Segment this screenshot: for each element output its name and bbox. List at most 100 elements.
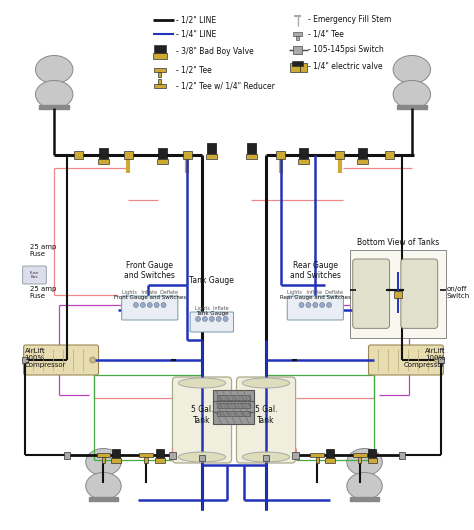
Bar bbox=[300, 63, 307, 72]
Text: Fuse
Box: Fuse Box bbox=[30, 271, 39, 279]
Bar bbox=[399, 452, 405, 458]
Bar bbox=[199, 455, 205, 461]
Bar bbox=[111, 458, 121, 463]
Text: 5 Gal.
Tank: 5 Gal. Tank bbox=[255, 405, 277, 425]
Bar bbox=[385, 151, 393, 159]
Bar bbox=[169, 452, 176, 458]
Bar bbox=[246, 154, 256, 159]
Bar bbox=[367, 458, 377, 463]
Bar bbox=[368, 449, 376, 461]
Circle shape bbox=[320, 303, 325, 307]
Bar bbox=[64, 452, 71, 458]
FancyBboxPatch shape bbox=[353, 259, 390, 329]
Bar bbox=[263, 455, 270, 461]
Text: - 1/4" electric valve: - 1/4" electric valve bbox=[309, 61, 383, 70]
Bar bbox=[357, 159, 368, 164]
Circle shape bbox=[147, 303, 152, 307]
Bar bbox=[74, 151, 83, 159]
Ellipse shape bbox=[393, 56, 430, 84]
Text: - 1/4" LINE: - 1/4" LINE bbox=[176, 30, 217, 39]
Bar bbox=[296, 36, 299, 40]
Bar bbox=[358, 457, 361, 463]
Text: Lights   Inflate  Deflate: Lights Inflate Deflate bbox=[122, 290, 178, 295]
Bar bbox=[139, 453, 153, 457]
Bar bbox=[298, 159, 309, 164]
Circle shape bbox=[134, 303, 138, 307]
Text: - 1/2" Tee: - 1/2" Tee bbox=[176, 66, 212, 75]
Bar bbox=[350, 497, 379, 500]
Bar bbox=[276, 151, 285, 159]
Bar bbox=[208, 143, 216, 157]
Ellipse shape bbox=[36, 81, 73, 109]
Bar bbox=[183, 151, 191, 159]
Bar bbox=[438, 357, 444, 363]
Text: - 1/2" Tee w/ 1/4" Reducer: - 1/2" Tee w/ 1/4" Reducer bbox=[176, 82, 275, 91]
Bar bbox=[299, 148, 308, 162]
Ellipse shape bbox=[178, 378, 226, 388]
FancyBboxPatch shape bbox=[368, 345, 443, 375]
Bar bbox=[213, 412, 254, 424]
Text: Rear Gauge and Switches: Rear Gauge and Switches bbox=[280, 295, 351, 300]
Text: 25 amp
Fuse: 25 amp Fuse bbox=[29, 243, 56, 257]
Bar bbox=[217, 403, 250, 408]
Bar bbox=[358, 148, 367, 162]
Bar bbox=[213, 401, 254, 415]
Circle shape bbox=[327, 303, 331, 307]
Bar bbox=[124, 151, 133, 159]
Text: Rear Gauge
and Switches: Rear Gauge and Switches bbox=[290, 261, 341, 280]
Text: - 1/2" LINE: - 1/2" LINE bbox=[176, 15, 217, 24]
Circle shape bbox=[161, 303, 166, 307]
Bar bbox=[292, 60, 303, 66]
Bar bbox=[158, 79, 161, 84]
Circle shape bbox=[202, 316, 208, 322]
Bar bbox=[247, 143, 255, 157]
Text: Tank Gauge: Tank Gauge bbox=[196, 311, 228, 316]
Bar bbox=[154, 45, 165, 55]
Bar bbox=[292, 32, 302, 36]
Text: Bottom View of Tanks: Bottom View of Tanks bbox=[357, 238, 439, 247]
Text: Tank Gauge: Tank Gauge bbox=[190, 276, 234, 285]
Bar bbox=[102, 457, 105, 463]
Bar bbox=[98, 159, 109, 164]
Circle shape bbox=[435, 357, 440, 363]
Bar bbox=[326, 449, 334, 461]
Text: - 1/4" Tee: - 1/4" Tee bbox=[309, 30, 344, 39]
Bar bbox=[336, 151, 344, 159]
Text: - Emergency Fill Stem: - Emergency Fill Stem bbox=[309, 15, 392, 24]
Bar bbox=[292, 452, 299, 458]
Text: Lights  Inflate: Lights Inflate bbox=[195, 306, 228, 311]
Text: - 105-145psi Switch: - 105-145psi Switch bbox=[309, 46, 384, 55]
Text: 5 Gal.
Tank: 5 Gal. Tank bbox=[191, 405, 213, 425]
Bar bbox=[394, 290, 402, 297]
Bar bbox=[158, 72, 161, 77]
Bar bbox=[97, 453, 110, 457]
Circle shape bbox=[196, 316, 201, 322]
Bar bbox=[290, 63, 300, 72]
Circle shape bbox=[223, 316, 228, 322]
Text: AirLift
100%
Compressor: AirLift 100% Compressor bbox=[25, 348, 66, 368]
Circle shape bbox=[90, 357, 96, 363]
Bar bbox=[89, 497, 118, 500]
Ellipse shape bbox=[242, 378, 290, 388]
Circle shape bbox=[313, 303, 318, 307]
Bar bbox=[292, 46, 302, 54]
Bar bbox=[155, 449, 164, 461]
Bar bbox=[154, 68, 165, 72]
Bar bbox=[353, 453, 366, 457]
Text: Front Gauge
and Switches: Front Gauge and Switches bbox=[124, 261, 175, 280]
Ellipse shape bbox=[242, 452, 290, 462]
Bar bbox=[155, 458, 164, 463]
Bar bbox=[39, 105, 69, 109]
Circle shape bbox=[299, 303, 304, 307]
Bar bbox=[144, 457, 147, 463]
FancyBboxPatch shape bbox=[287, 296, 343, 320]
Bar bbox=[99, 148, 108, 162]
Bar bbox=[154, 84, 165, 88]
Bar bbox=[213, 390, 254, 406]
Bar bbox=[206, 154, 217, 159]
Ellipse shape bbox=[178, 452, 226, 462]
Bar bbox=[350, 250, 447, 338]
Text: Lights   Inflate  Deflate: Lights Inflate Deflate bbox=[287, 290, 343, 295]
Bar bbox=[158, 148, 167, 162]
Bar bbox=[22, 357, 27, 363]
